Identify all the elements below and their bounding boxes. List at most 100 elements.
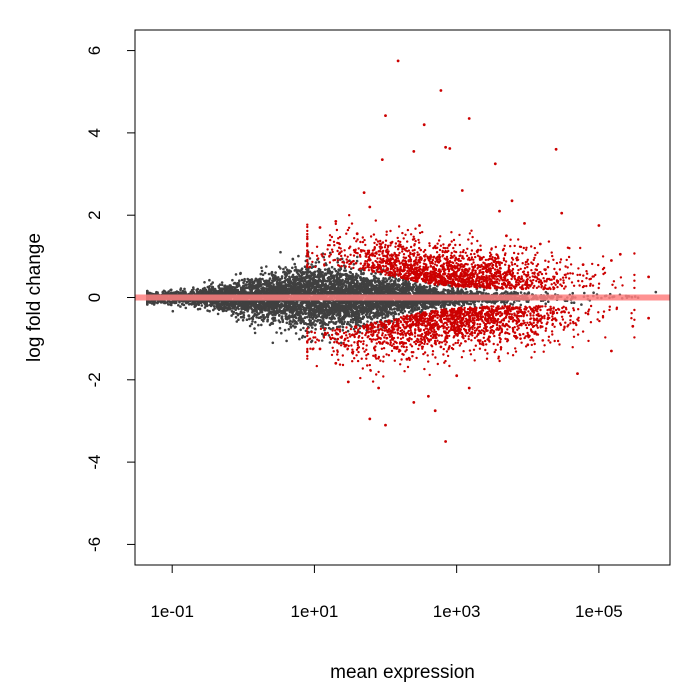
data-point bbox=[270, 272, 273, 275]
data-point bbox=[345, 322, 349, 326]
data-point bbox=[336, 261, 340, 264]
data-point bbox=[511, 303, 515, 306]
data-point bbox=[245, 280, 249, 284]
data-point bbox=[266, 279, 269, 283]
data-point bbox=[428, 284, 432, 288]
data-point bbox=[298, 337, 301, 341]
data-point bbox=[331, 326, 335, 330]
data-point bbox=[371, 284, 374, 287]
data-point bbox=[319, 321, 322, 325]
data-point bbox=[284, 266, 287, 269]
data-point bbox=[246, 309, 249, 312]
data-point bbox=[464, 287, 468, 291]
data-point bbox=[332, 321, 335, 324]
data-point bbox=[291, 266, 294, 270]
data-point bbox=[208, 309, 211, 313]
data-point bbox=[280, 275, 284, 278]
data-point bbox=[335, 314, 338, 317]
data-point bbox=[280, 331, 283, 335]
data-point bbox=[217, 284, 220, 288]
data-point bbox=[401, 311, 405, 315]
data-point bbox=[206, 309, 209, 312]
data-point bbox=[278, 313, 281, 317]
data-point bbox=[344, 269, 348, 272]
data-point bbox=[311, 317, 315, 321]
data-point bbox=[352, 327, 356, 331]
data-point bbox=[347, 278, 350, 281]
data-point bbox=[351, 273, 355, 276]
data-point bbox=[257, 323, 260, 327]
data-point bbox=[357, 323, 360, 327]
data-point bbox=[238, 279, 241, 283]
data-point bbox=[321, 312, 324, 315]
data-point bbox=[212, 305, 216, 308]
data-point bbox=[211, 281, 214, 284]
data-point bbox=[373, 275, 377, 278]
data-point bbox=[359, 319, 362, 322]
data-point bbox=[295, 322, 299, 325]
data-point bbox=[285, 339, 288, 343]
data-point bbox=[411, 310, 415, 313]
data-point bbox=[261, 273, 265, 277]
data-point bbox=[245, 318, 249, 322]
data-point bbox=[654, 290, 658, 294]
data-point bbox=[334, 269, 338, 273]
data-point bbox=[303, 316, 307, 320]
data-point bbox=[304, 275, 308, 279]
data-point bbox=[349, 320, 352, 324]
data-point bbox=[519, 291, 523, 294]
data-point bbox=[234, 273, 238, 276]
data-point bbox=[184, 306, 188, 310]
data-point bbox=[212, 308, 215, 312]
data-point bbox=[242, 316, 246, 319]
data-point bbox=[293, 262, 297, 266]
data-point bbox=[341, 325, 345, 329]
data-point bbox=[299, 328, 303, 332]
data-point bbox=[400, 309, 404, 312]
data-point bbox=[422, 284, 426, 288]
data-point bbox=[519, 303, 523, 307]
data-point bbox=[271, 341, 275, 345]
data-point bbox=[303, 322, 306, 326]
data-point bbox=[282, 270, 285, 274]
data-point bbox=[370, 272, 373, 276]
data-point bbox=[346, 329, 350, 333]
data-point bbox=[171, 309, 175, 313]
data-point bbox=[173, 301, 177, 305]
data-point bbox=[241, 285, 245, 289]
data-point bbox=[407, 310, 411, 314]
data-point bbox=[203, 306, 207, 309]
data-point bbox=[248, 317, 251, 321]
data-point bbox=[327, 275, 331, 279]
data-point bbox=[313, 270, 317, 274]
data-point bbox=[260, 266, 263, 270]
data-point bbox=[260, 269, 264, 273]
data-point bbox=[332, 279, 335, 283]
data-point bbox=[260, 318, 264, 322]
data-point bbox=[302, 319, 305, 323]
data-point bbox=[350, 315, 353, 318]
data-point bbox=[376, 316, 379, 320]
data-point bbox=[278, 300, 281, 303]
data-point bbox=[324, 323, 328, 326]
data-point bbox=[199, 289, 202, 292]
data-point bbox=[231, 278, 234, 282]
data-point bbox=[177, 304, 180, 307]
data-point bbox=[198, 307, 202, 311]
data-point bbox=[350, 325, 353, 329]
data-point bbox=[244, 283, 247, 286]
data-point bbox=[482, 291, 485, 295]
data-point bbox=[338, 313, 342, 317]
data-point bbox=[279, 267, 282, 270]
data-point bbox=[389, 285, 393, 288]
data-point bbox=[242, 313, 246, 317]
data-point bbox=[239, 315, 243, 319]
data-point bbox=[299, 277, 302, 281]
data-point bbox=[281, 320, 285, 324]
data-point bbox=[448, 303, 452, 306]
data-point bbox=[446, 303, 450, 306]
data-point bbox=[320, 339, 324, 342]
data-point bbox=[193, 305, 196, 309]
